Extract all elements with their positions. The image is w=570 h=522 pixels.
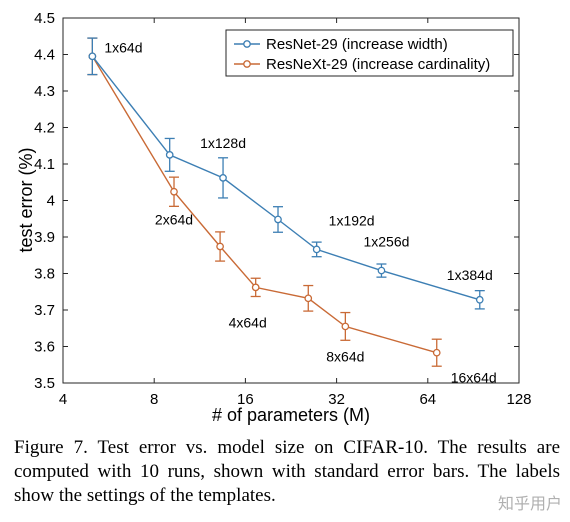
point-label: 1x256d xyxy=(363,234,409,250)
series-line xyxy=(91,55,437,354)
point-label: 8x64d xyxy=(326,348,364,364)
data-point xyxy=(475,295,484,304)
y-tick-label: 4.4 xyxy=(34,47,55,64)
data-point xyxy=(341,322,350,331)
data-point xyxy=(219,174,227,182)
y-tick-label: 4.5 xyxy=(34,10,55,27)
x-tick-label: 4 xyxy=(59,391,67,408)
axes: 4 8 16 32 64 128 3.5 3.6 3.7 3.8 3.9 4 4.1 4.2 4.3 4.4 4… xyxy=(34,10,531,408)
point-label: 16x64d xyxy=(451,370,497,386)
x-tick-label: 32 xyxy=(328,391,345,408)
y-tick-label: 3.8 xyxy=(34,266,55,283)
legend-marker xyxy=(243,40,251,48)
x-tick-label: 128 xyxy=(506,391,531,408)
legend-marker xyxy=(243,60,251,68)
point-label: 2x64d xyxy=(155,212,193,228)
legend-box xyxy=(225,29,514,77)
data-point xyxy=(88,52,97,61)
data-point xyxy=(377,266,386,275)
y-tick-label: 3.6 xyxy=(34,339,55,356)
series-0 xyxy=(87,37,485,310)
point-label: 1x192d xyxy=(329,212,375,228)
point-label: 4x64d xyxy=(229,314,267,330)
y-tick-label: 4.2 xyxy=(34,120,55,137)
y-tick-label: 3.5 xyxy=(34,375,55,392)
point-label: 1x64d xyxy=(104,39,142,55)
data-point xyxy=(170,187,178,196)
x-axis-title: # of parameters (M) xyxy=(212,405,370,425)
legend-item-0: ResNet-29 (increase width) xyxy=(234,36,448,53)
x-tick-label: 8 xyxy=(150,391,158,408)
series-line xyxy=(91,55,480,301)
legend: ResNet-29 (increase width) ResNeXt-29 (in… xyxy=(225,29,514,77)
data-point xyxy=(274,215,282,224)
data-point xyxy=(432,348,441,357)
point-label: 1x384d xyxy=(447,267,493,283)
series-layer xyxy=(87,37,485,367)
x-tick-label: 16 xyxy=(237,391,254,408)
legend-item-1: ResNeXt-29 (increase cardinality) xyxy=(234,56,490,73)
point-label: 1x128d xyxy=(200,135,246,151)
legend-label: ResNet-29 (increase width) xyxy=(266,36,448,53)
y-tick-label: 4.1 xyxy=(34,156,55,173)
point-labels: 2x64d 4x64d 8x64d 16x64d 1x64d 1x128d 1x192d 1x… xyxy=(104,39,496,385)
data-point xyxy=(216,242,224,251)
data-point xyxy=(251,283,260,292)
y-tick-label: 3.9 xyxy=(34,229,55,246)
y-tick-label: 4.3 xyxy=(34,83,55,100)
y-tick-label: 4 xyxy=(47,193,55,210)
watermark: 知乎用户 xyxy=(497,494,562,513)
data-point xyxy=(312,245,321,254)
legend-label: ResNeXt-29 (increase cardinality) xyxy=(266,56,490,73)
x-tick-label: 64 xyxy=(419,391,436,408)
y-axis-title: test error (%) xyxy=(16,147,36,252)
chart: 4 8 16 32 64 128 3.5 3.6 3.7 3.8 3.9 4 4.1 4.2 4.3 4.4 4… xyxy=(16,10,532,425)
data-point xyxy=(304,294,313,303)
y-tick-label: 3.7 xyxy=(34,302,55,319)
data-point xyxy=(165,151,174,159)
figure-caption: Figure 7. Test error vs. model size on C… xyxy=(14,437,560,506)
